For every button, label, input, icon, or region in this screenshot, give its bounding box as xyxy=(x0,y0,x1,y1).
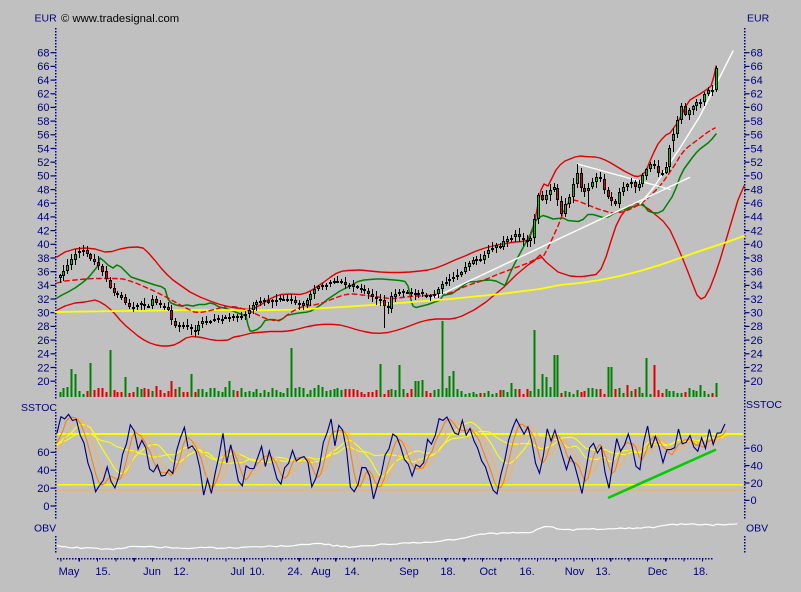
svg-text:36: 36 xyxy=(37,267,49,279)
svg-text:60: 60 xyxy=(37,102,49,114)
svg-text:15.: 15. xyxy=(95,566,110,578)
svg-text:44: 44 xyxy=(751,212,763,224)
svg-text:52: 52 xyxy=(37,157,49,169)
svg-text:18.: 18. xyxy=(440,566,455,578)
svg-text:0: 0 xyxy=(43,501,49,513)
svg-text:Jun: Jun xyxy=(143,566,161,578)
svg-text:22: 22 xyxy=(751,362,763,374)
svg-text:54: 54 xyxy=(37,143,49,155)
svg-text:60: 60 xyxy=(751,102,763,114)
svg-text:Nov: Nov xyxy=(565,566,585,578)
svg-text:24: 24 xyxy=(751,349,763,361)
svg-text:30: 30 xyxy=(37,308,49,320)
svg-text:26: 26 xyxy=(37,335,49,347)
svg-text:10.: 10. xyxy=(249,566,264,578)
svg-text:20: 20 xyxy=(37,483,49,495)
svg-text:20: 20 xyxy=(751,478,763,490)
svg-text:50: 50 xyxy=(751,171,763,183)
svg-text:64: 64 xyxy=(37,75,49,87)
svg-text:0: 0 xyxy=(751,495,757,507)
svg-text:60: 60 xyxy=(37,447,49,459)
svg-text:64: 64 xyxy=(751,75,763,87)
svg-text:40: 40 xyxy=(37,239,49,251)
svg-text:46: 46 xyxy=(751,198,763,210)
svg-text:38: 38 xyxy=(37,253,49,265)
svg-text:58: 58 xyxy=(751,116,763,128)
svg-text:32: 32 xyxy=(37,294,49,306)
svg-text:46: 46 xyxy=(37,198,49,210)
svg-text:56: 56 xyxy=(751,130,763,142)
svg-text:OBV: OBV xyxy=(34,523,56,535)
svg-text:Dec: Dec xyxy=(648,566,668,578)
svg-text:28: 28 xyxy=(751,321,763,333)
svg-text:38: 38 xyxy=(751,253,763,265)
svg-text:42: 42 xyxy=(37,225,49,237)
svg-text:EUR: EUR xyxy=(35,13,58,25)
svg-text:Jul: Jul xyxy=(230,566,244,578)
svg-text:28: 28 xyxy=(37,321,49,333)
svg-text:42: 42 xyxy=(751,225,763,237)
svg-text:20: 20 xyxy=(751,376,763,388)
svg-text:26: 26 xyxy=(751,335,763,347)
svg-text:62: 62 xyxy=(751,89,763,101)
svg-text:24: 24 xyxy=(37,349,49,361)
svg-text:May: May xyxy=(59,566,80,578)
svg-text:Oct: Oct xyxy=(479,566,496,578)
svg-text:EUR: EUR xyxy=(747,13,770,25)
svg-text:16.: 16. xyxy=(519,566,534,578)
svg-text:60: 60 xyxy=(751,443,763,455)
svg-text:40: 40 xyxy=(751,239,763,251)
svg-text:68: 68 xyxy=(751,48,763,60)
svg-text:32: 32 xyxy=(751,294,763,306)
svg-text:20: 20 xyxy=(37,376,49,388)
svg-text:34: 34 xyxy=(37,280,49,292)
svg-text:14.: 14. xyxy=(344,566,359,578)
svg-text:SSTOC: SSTOC xyxy=(21,402,57,414)
svg-text:30: 30 xyxy=(751,308,763,320)
svg-text:22: 22 xyxy=(37,362,49,374)
svg-text:36: 36 xyxy=(751,267,763,279)
svg-text:56: 56 xyxy=(37,130,49,142)
svg-text:44: 44 xyxy=(37,212,49,224)
svg-text:OBV: OBV xyxy=(746,523,768,535)
svg-text:48: 48 xyxy=(751,184,763,196)
svg-text:50: 50 xyxy=(37,171,49,183)
svg-text:Sep: Sep xyxy=(399,566,419,578)
svg-text:58: 58 xyxy=(37,116,49,128)
svg-text:18.: 18. xyxy=(693,566,708,578)
svg-text:24.: 24. xyxy=(287,566,302,578)
svg-text:48: 48 xyxy=(37,184,49,196)
svg-text:66: 66 xyxy=(37,61,49,73)
svg-text:62: 62 xyxy=(37,89,49,101)
svg-text:© www.tradesignal.com: © www.tradesignal.com xyxy=(61,13,179,25)
svg-text:40: 40 xyxy=(751,460,763,472)
svg-text:66: 66 xyxy=(751,61,763,73)
svg-text:52: 52 xyxy=(751,157,763,169)
svg-text:54: 54 xyxy=(751,143,763,155)
svg-text:Aug: Aug xyxy=(311,566,331,578)
svg-text:13.: 13. xyxy=(595,566,610,578)
svg-text:12.: 12. xyxy=(173,566,188,578)
svg-text:34: 34 xyxy=(751,280,763,292)
svg-text:SSTOC: SSTOC xyxy=(746,399,782,411)
svg-text:68: 68 xyxy=(37,48,49,60)
svg-text:40: 40 xyxy=(37,465,49,477)
